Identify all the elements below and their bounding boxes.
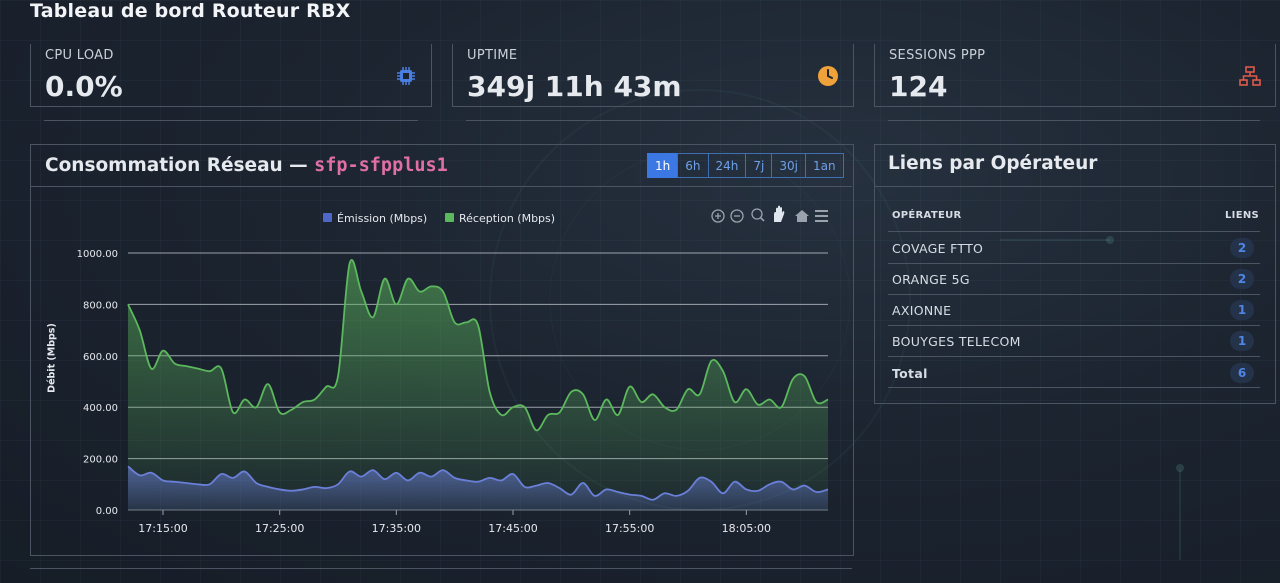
links-count-badge: 1	[1230, 331, 1254, 351]
emission-area	[128, 466, 828, 510]
stat-value: 124	[889, 70, 948, 103]
stat-card-uptime: UPTIME 349j 11h 43m	[452, 44, 854, 107]
stat-value: 0.0%	[45, 70, 123, 103]
page-title: Tableau de bord Routeur RBX	[30, 0, 351, 22]
total-label: Total	[892, 366, 928, 381]
stat-card-sessions: SESSIONS PPP 124	[874, 44, 1276, 107]
zoom-in-icon[interactable]	[711, 209, 725, 223]
range-7j-button[interactable]: 7j	[745, 153, 773, 178]
legend-swatch	[323, 213, 332, 222]
range-30j-button[interactable]: 30j	[771, 153, 806, 178]
panel-divider	[30, 568, 852, 569]
links-count-badge: 1	[1230, 300, 1254, 320]
table-header-divider	[888, 231, 1260, 232]
clock-icon	[818, 66, 838, 86]
column-header-operator: OPÉRATEUR	[892, 210, 962, 221]
x-tick-label: 17:15:00	[138, 522, 187, 535]
x-tick-label: 17:35:00	[372, 522, 421, 535]
x-tick-label: 18:05:00	[722, 522, 771, 535]
table-row-total: Total 6	[888, 356, 1260, 388]
y-tick-label: 200.00	[83, 455, 118, 466]
operators-panel	[874, 144, 1276, 404]
stat-label: UPTIME	[467, 48, 518, 63]
x-tick-label: 17:25:00	[255, 522, 304, 535]
x-tick-label: 17:55:00	[605, 522, 654, 535]
range-6h-button[interactable]: 6h	[677, 153, 709, 178]
range-1an-button[interactable]: 1an	[804, 153, 844, 178]
y-tick-label: 600.00	[83, 352, 118, 363]
stat-label: CPU LOAD	[45, 48, 114, 63]
cpu-icon	[397, 67, 415, 85]
interface-name: sfp-sfpplus1	[314, 155, 448, 176]
panel-divider	[875, 186, 1274, 187]
zoom-out-icon[interactable]	[730, 209, 744, 223]
operator-name: ORANGE 5G	[892, 272, 970, 287]
column-header-links: LIENS	[1225, 210, 1259, 221]
panel-divider	[31, 186, 852, 187]
time-range-selector: 1h 6h 24h 7j 30j 1an	[647, 153, 844, 178]
links-count-badge: 2	[1230, 238, 1254, 258]
x-tick-label: 17:45:00	[488, 522, 537, 535]
y-axis-label: Débit (Mbps)	[46, 323, 58, 393]
links-count-badge: 2	[1230, 269, 1254, 289]
table-row: ORANGE 5G 2	[888, 263, 1260, 295]
range-24h-button[interactable]: 24h	[707, 153, 747, 178]
emission-line	[127, 465, 829, 501]
legend-swatch	[445, 213, 454, 222]
operator-name: COVAGE FTTO	[892, 241, 984, 256]
range-1h-button[interactable]: 1h	[647, 153, 679, 178]
reception-area	[128, 259, 828, 510]
y-tick-label: 0.00	[96, 506, 118, 517]
y-tick-label: 800.00	[83, 300, 118, 311]
network-panel-title: Consommation Réseau — sfp-sfpplus1	[45, 155, 448, 176]
home-icon[interactable]	[795, 210, 809, 222]
operator-name: BOUYGES TELECOM	[892, 334, 1021, 349]
menu-icon[interactable]	[815, 210, 828, 222]
operators-panel-title: Liens par Opérateur	[888, 153, 1098, 174]
zoom-select-icon[interactable]	[751, 208, 765, 222]
stat-divider	[44, 120, 418, 121]
stat-divider	[888, 120, 1260, 121]
legend-label[interactable]: Réception (Mbps)	[459, 212, 555, 225]
stat-value: 349j 11h 43m	[467, 70, 682, 103]
table-row: BOUYGES TELECOM 1	[888, 325, 1260, 357]
reception-line	[127, 259, 829, 432]
network-title-text: Consommation Réseau —	[45, 155, 315, 176]
stat-divider	[466, 120, 840, 121]
network-chart: 0.00 200.00 400.00 600.00 800.00 1000.00 17:15…	[77, 205, 829, 535]
y-tick-label: 400.00	[83, 403, 118, 414]
network-icon	[1239, 66, 1261, 86]
stat-card-cpu: CPU LOAD 0.0%	[30, 44, 432, 107]
chart-toolbar	[711, 205, 828, 223]
total-count-badge: 6	[1230, 363, 1254, 383]
y-tick-label: 1000.00	[77, 249, 118, 260]
table-row: COVAGE FTTO 2	[888, 232, 1260, 264]
stat-label: SESSIONS PPP	[889, 48, 986, 63]
operator-name: AXIONNE	[892, 303, 952, 318]
pan-hand-icon[interactable]	[774, 205, 785, 222]
legend-label[interactable]: Émission (Mbps)	[337, 212, 427, 225]
table-row: AXIONNE 1	[888, 294, 1260, 326]
network-panel	[30, 144, 854, 556]
